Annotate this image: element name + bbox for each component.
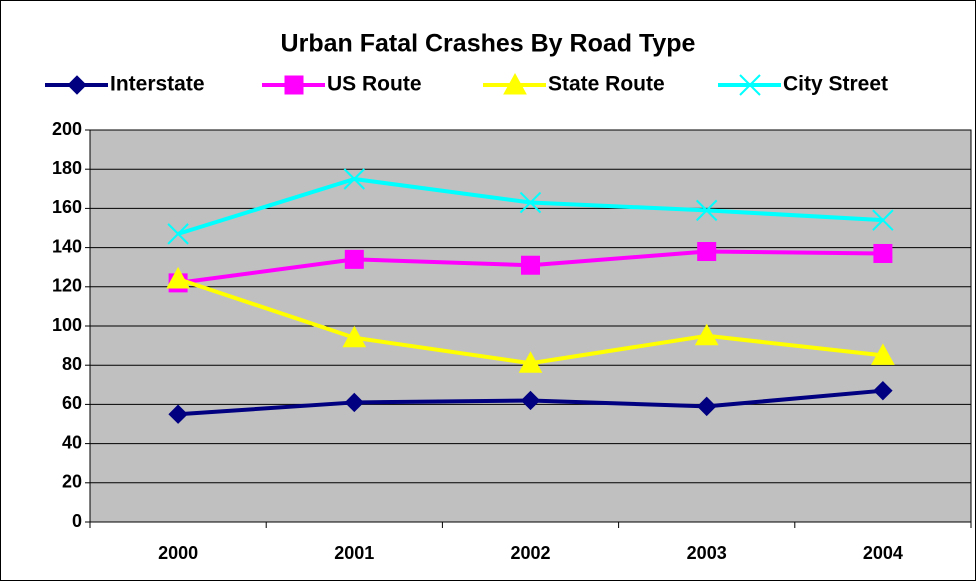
data-point [343,168,366,190]
legend-label: City Street [783,73,888,96]
y-tick-label: 20 [62,472,82,492]
y-tick-label: 200 [52,119,82,139]
data-point [167,223,189,245]
legend-label: Interstate [110,73,205,96]
legend-label: US Route [327,73,422,96]
y-tick-label: 80 [62,354,82,374]
data-point [695,199,718,222]
y-tick-label: 140 [52,236,82,256]
legend-marker [503,72,527,95]
data-point [520,390,541,411]
y-tick-label: 0 [72,511,82,531]
legend-marker [284,75,304,95]
y-tick-label: 60 [62,393,82,413]
data-point [696,396,717,417]
data-point [166,266,190,289]
data-point [873,380,893,401]
legend-marker [67,75,87,95]
x-tick-label: 2002 [510,543,550,563]
x-tick-label: 2001 [334,543,374,563]
y-tick-label: 120 [52,276,82,296]
data-point [873,243,893,263]
data-point [344,392,365,413]
data-point [168,404,188,424]
data-point [344,249,364,269]
y-tick-label: 100 [52,315,82,335]
y-tick-label: 160 [52,197,82,217]
x-tick-label: 2004 [863,543,903,563]
data-point [518,351,543,373]
data-point [519,191,542,214]
x-tick-label: 2000 [158,543,198,563]
x-tick-label: 2003 [687,543,727,563]
y-tick-label: 40 [62,432,82,452]
data-point [694,323,719,346]
data-point [342,325,367,348]
legend-marker [739,74,761,96]
legend-label: State Route [548,73,665,96]
y-tick-label: 180 [52,158,82,178]
data-point [871,343,895,365]
data-point [521,255,540,275]
chart-title: Urban Fatal Crashes By Road Type [281,30,696,58]
data-point [872,209,894,231]
data-point [697,242,717,262]
